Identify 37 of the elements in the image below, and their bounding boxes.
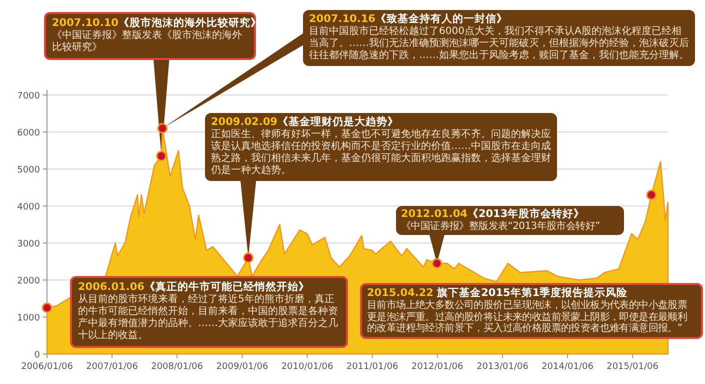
annotation: 正如医生、律师有好坏一样，基金也不可避免地存在良莠不齐。问题的解决应该是认真地选择信任的投资机构而不是否定行业的价值……中国股市在走向成熟之路，我们相信未来几年，基金仍很可能大面积地跑赢指数，选择基金理财仍是一种大趋势。 <box>211 129 551 177</box>
y-tick-label: 6000 <box>17 128 40 138</box>
point <box>243 252 254 264</box>
annotation: 2015.04.22 旗下基金2015年第1季度报告提示风险 目前市场上绝大多数公司的股价已呈现泡沫，以创业板为代表的中小盘股票更是泡沫严重。过高的股价将让未来的收益前景蒙上阴影，即使是在最顺利的改革进程与经济前景下，买入过高价格股票的投资者也难有满意回报。” <box>360 283 703 338</box>
y-tick-label: 2000 <box>17 276 40 286</box>
y-tick-label: 0 <box>34 350 40 360</box>
point <box>432 258 442 269</box>
x-tick-label: 2009/01/06 <box>216 362 268 372</box>
annotation: 《中国证券报》整版发表“2013年股市会转好” <box>401 221 601 232</box>
x-tick-label: 2006/01/06 <box>21 362 74 372</box>
x-tick-label: 2008/01/06 <box>151 362 204 372</box>
annotation: 2015.04.22 旗下基金2015年第1季度报告提示风险 <box>367 287 629 300</box>
x-tick-label: 2012/01/06 <box>411 362 464 372</box>
point <box>42 302 52 313</box>
point <box>157 123 168 134</box>
annotation: 2006.01.06《真正的牛市可能已经悄然开始》 从目前的股市环境来看，经过了将近5年的熊市折磨，真正的牛市可能已经悄然开始，目前来看，中国的股票是各种资产中最有增值潜力的品种。……大家应该敢于追求百分之几十以上的收益。 <box>70 276 348 348</box>
annotation: 2012.01.04《2013年股市会转好》 <box>401 208 586 220</box>
annotation: 从目前的股市环境来看，经过了将近5年的熊市折磨，真正的牛市可能已经悄然开始，目前来看，中国的股票是各种资产中最有增值潜力的品种。……大家应该敢于追求百分之几十以上的收益。 <box>78 294 339 342</box>
y-tick-label: 7000 <box>17 92 40 102</box>
y-tick-label: 5000 <box>17 166 40 176</box>
annotation: 2009.02.09《基金理财仍是大趋势》 正如医生、律师有好坏一样，基金也不可避免地存在良莠不齐。问题的解决应该是认真地选择信任的投资机构而不是否定行业的价值……中国股市在走向成熟之路，我们相信未来几年，基金仍很可能大面积地跑赢指数，选择基金理财仍是一种大趋势。 <box>205 113 557 181</box>
x-tick-label: 2011/01/06 <box>346 362 398 372</box>
point <box>646 190 657 200</box>
annotation: 2007.10.16《致基金持有人的一封信》 目前中国股市已经轻松越过了6000点大关，我们不得不承认A股的泡沫化程度已经相当高了。……我们无法准确预测泡沫哪一天可能破灭，但根据海外的经验，泡沫破灭后往往都伴随急速的下跌，……如果您出于风险考虑，赎回了基金，我们也能充分理解。 <box>303 10 695 66</box>
x-tick-label: 2007/01/06 <box>86 362 138 372</box>
point <box>156 150 167 162</box>
x-tick-label: 2013/01/06 <box>476 362 529 372</box>
y-tick-label: 3000 <box>17 240 40 250</box>
annotation: 目前市场上绝大多数公司的股价已呈现泡沫，以创业板为代表的中小盘股票更是泡沫严重。过高的股价将让未来的收益前景蒙上阴影，即使是在最顺利的改革进程与经济前景下，买入过高价格股票的投资者也难有满意回报。” <box>367 300 688 334</box>
y-tick-label: 1000 <box>17 314 40 324</box>
x-tick-label: 2010/01/06 <box>281 362 334 372</box>
annotation: 2009.02.09《基金理财仍是大趋势》 <box>211 116 400 128</box>
y-tick-label: 4000 <box>17 202 40 212</box>
annotation: 2006.01.06《真正的牛市可能已经悄然开始》 <box>78 281 310 294</box>
annotation: 2007.10.10《股市泡沫的海外比较研究》 《中国证券报》整版发表《股市泡沫的海外比较研究》 <box>44 12 256 60</box>
x-tick-label: 2014/01/06 <box>542 362 594 372</box>
x-tick-label: 2015/01/06 <box>606 362 659 372</box>
